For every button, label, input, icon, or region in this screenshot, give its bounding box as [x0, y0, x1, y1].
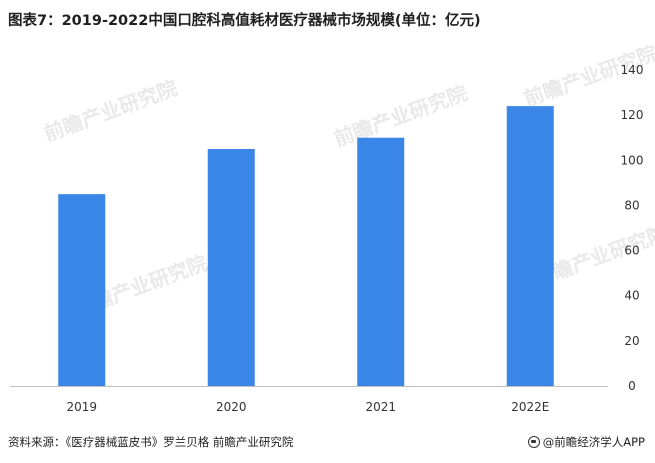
- y-tick-label: 0: [628, 379, 636, 393]
- bar-2020: [207, 149, 255, 386]
- x-tick-label: 2019: [66, 400, 97, 414]
- bars-group: [58, 106, 554, 386]
- y-tick-label: 20: [624, 334, 639, 348]
- y-tick-label: 40: [624, 289, 639, 303]
- x-tick-labels: 2019 2020 2021 2022E: [66, 400, 549, 414]
- bar-2019: [58, 194, 106, 386]
- x-tick-label: 2020: [216, 400, 247, 414]
- y-tick-label: 60: [624, 244, 639, 258]
- source-note: 资料来源：《医疗器械蓝皮书》罗兰贝格 前瞻产业研究院: [8, 435, 294, 449]
- y-tick-label: 100: [621, 153, 644, 167]
- y-tick-label: 140: [621, 63, 644, 77]
- x-tick-label: 2022E: [511, 400, 549, 414]
- bar-2021: [357, 137, 405, 386]
- bar-2022E: [506, 106, 554, 386]
- y-tick-label: 120: [621, 108, 644, 122]
- y-tick-labels: 0 20 40 60 80 100 120 140: [621, 63, 644, 393]
- y-tick-label: 80: [624, 198, 639, 212]
- chart-title: 图表7：2019-2022中国口腔科高值耗材医疗器械市场规模(单位：亿元): [8, 13, 481, 29]
- brand-footer: @前瞻经济学人APP: [527, 434, 645, 450]
- brand-logo-icon: [527, 436, 540, 448]
- brand-label: @前瞻经济学人APP: [542, 435, 645, 449]
- x-tick-label: 2021: [365, 400, 396, 414]
